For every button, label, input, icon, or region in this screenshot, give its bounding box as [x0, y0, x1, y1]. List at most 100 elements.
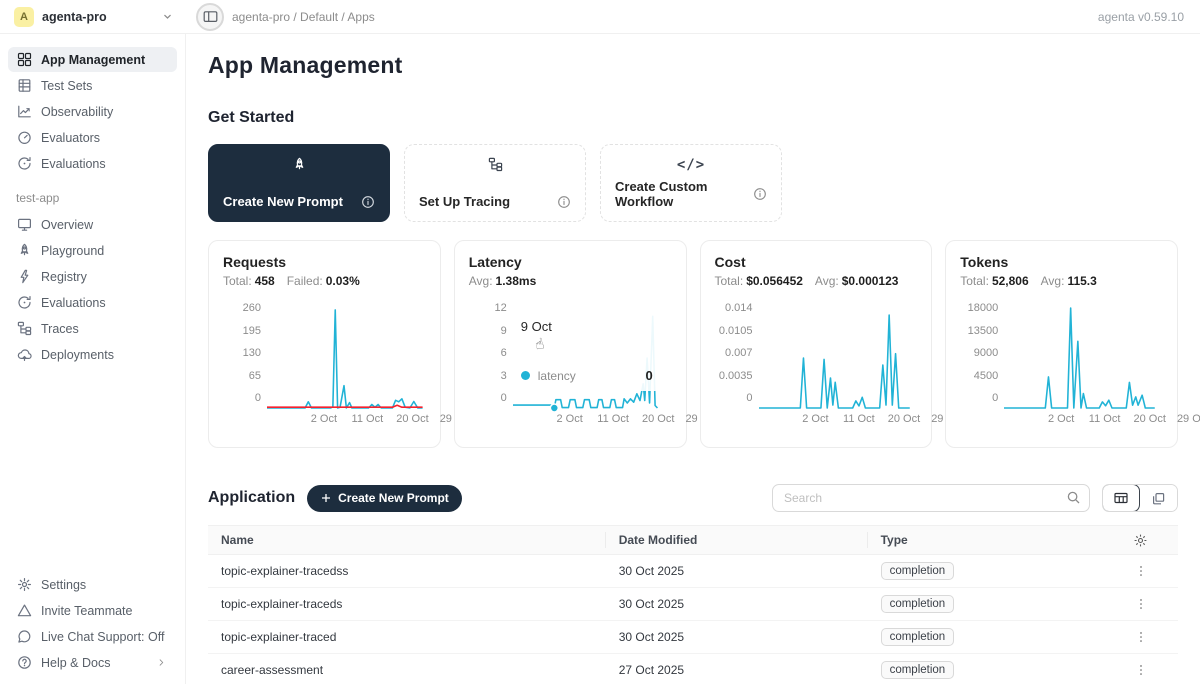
- column-header-name[interactable]: Name: [208, 532, 606, 548]
- table-row-topic-explainer-tracedss[interactable]: topic-explainer-tracedss30 Oct 2025compl…: [208, 555, 1178, 588]
- chart-plot[interactable]: [1004, 300, 1163, 412]
- sidebar-item-traces[interactable]: Traces: [8, 316, 177, 341]
- get-started-card-create-custom-workflow[interactable]: </> Create Custom Workflow: [600, 144, 782, 222]
- sidebar-item-label: Test Sets: [41, 79, 92, 93]
- y-axis: 1800013500900045000: [960, 300, 998, 412]
- chart-cards: Requests Total:458 Failed:0.03% 26019513065…: [208, 240, 1178, 448]
- table-view-button[interactable]: [1102, 484, 1140, 512]
- chart-stat: Avg:1.38ms: [469, 274, 537, 288]
- chart-stat: Total:52,806: [960, 274, 1028, 288]
- sidebar-item-test-sets[interactable]: Test Sets: [8, 73, 177, 98]
- application-title: Application: [208, 489, 295, 507]
- workspace-selector[interactable]: A agenta-pro: [0, 7, 186, 27]
- x-axis-tick: 2 Oct: [1048, 413, 1074, 425]
- info-icon[interactable]: [361, 195, 375, 209]
- table-settings-gear-icon[interactable]: [1133, 533, 1148, 548]
- card-label: Create Custom Workflow: [615, 179, 753, 209]
- triangle-icon: [16, 603, 32, 618]
- view-toggle: [1102, 484, 1178, 512]
- create-new-prompt-button[interactable]: Create New Prompt: [307, 485, 462, 512]
- y-axis-tick: 0: [501, 392, 507, 404]
- cell-date-modified: 30 Oct 2025: [606, 597, 868, 611]
- x-axis-tick: 2 Oct: [556, 413, 582, 425]
- breadcrumb[interactable]: agenta-pro / Default / Apps: [232, 10, 375, 24]
- table-view-icon: [1113, 490, 1129, 506]
- sidebar-item-app-management[interactable]: App Management: [8, 47, 177, 72]
- chart-card-cost: CostTotal:$0.056452Avg:$0.0001230.0140.0…: [700, 240, 933, 448]
- x-axis-tick: 2 Oct: [311, 413, 337, 425]
- series-dot: [521, 371, 530, 380]
- get-started-card-create-new-prompt[interactable]: Create New Prompt: [208, 144, 390, 222]
- row-actions-kebab-icon[interactable]: [1134, 597, 1148, 611]
- y-axis-tick: 3: [501, 370, 507, 382]
- cloud-up-icon: [16, 347, 32, 362]
- sidebar-item-settings[interactable]: Settings: [8, 572, 177, 597]
- y-axis-tick: 18000: [968, 302, 999, 314]
- chart-plot[interactable]: [759, 300, 918, 412]
- column-header-date-modified[interactable]: Date Modified: [606, 532, 868, 548]
- search-input[interactable]: [772, 484, 1090, 512]
- main-content: App Management Get Started Create New Pr…: [186, 34, 1200, 684]
- workspace-name: agenta-pro: [42, 10, 161, 24]
- x-axis-tick: 11 Oct: [1089, 413, 1121, 425]
- monitor-icon: [16, 217, 32, 232]
- chart-title: Requests: [223, 254, 426, 270]
- cell-type: completion: [868, 562, 1072, 580]
- get-started-cards: Create New Prompt Set Up Tracing </> Create…: [208, 144, 1178, 222]
- card-label: Create New Prompt: [223, 194, 343, 209]
- sidebar-item-evaluations[interactable]: Evaluations: [8, 290, 177, 315]
- table-row-topic-explainer-traced[interactable]: topic-explainer-traced30 Oct 2025complet…: [208, 621, 1178, 654]
- table-row-topic-explainer-traceds[interactable]: topic-explainer-traceds30 Oct 2025comple…: [208, 588, 1178, 621]
- y-axis-tick: 0.014: [725, 302, 753, 314]
- info-icon[interactable]: [557, 195, 571, 209]
- sidebar-item-label: Registry: [41, 270, 87, 284]
- column-header-type[interactable]: Type: [868, 533, 1072, 547]
- sidebar-item-live-chat-support-off[interactable]: Live Chat Support: Off: [8, 624, 177, 649]
- y-axis: 260195130650: [223, 300, 261, 412]
- chart-stat: Avg:$0.000123: [815, 274, 899, 288]
- question-icon: [16, 655, 32, 670]
- sidebar-item-registry[interactable]: Registry: [8, 264, 177, 289]
- sidebar-item-label: Settings: [41, 578, 86, 592]
- sidebar-item-playground[interactable]: Playground: [8, 238, 177, 263]
- code-icon: </>: [615, 157, 767, 173]
- table-row-career-assessment[interactable]: career-assessment27 Oct 2025completion: [208, 654, 1178, 684]
- cell-type: completion: [868, 661, 1072, 679]
- search-icon[interactable]: [1066, 490, 1081, 505]
- row-actions-kebab-icon[interactable]: [1134, 630, 1148, 644]
- sidebar-item-evaluations[interactable]: Evaluations: [8, 151, 177, 176]
- y-axis-tick: 260: [243, 302, 261, 314]
- info-icon[interactable]: [753, 187, 767, 201]
- chart-tooltip: 9 Oct☝latency0: [511, 313, 663, 391]
- tooltip-value: 0: [646, 368, 653, 383]
- gear-icon: [16, 577, 32, 592]
- chart-stat: Failed:0.03%: [287, 274, 360, 288]
- sidebar-item-deployments[interactable]: Deployments: [8, 342, 177, 367]
- cell-name: topic-explainer-traceds: [208, 597, 606, 611]
- chart-stat: Total:458: [223, 274, 275, 288]
- y-axis-tick: 12: [495, 302, 507, 314]
- row-actions-kebab-icon[interactable]: [1134, 564, 1148, 578]
- get-started-card-set-up-tracing[interactable]: Set Up Tracing: [404, 144, 586, 222]
- sidebar-item-invite-teammate[interactable]: Invite Teammate: [8, 598, 177, 623]
- type-badge: completion: [881, 562, 955, 580]
- sidebar-collapse-button[interactable]: [196, 3, 224, 31]
- sidebar-item-evaluators[interactable]: Evaluators: [8, 125, 177, 150]
- sidebar-item-label: Evaluators: [41, 131, 100, 145]
- y-axis-tick: 65: [249, 370, 261, 382]
- sidebar-item-observability[interactable]: Observability: [8, 99, 177, 124]
- y-axis-tick: 4500: [974, 370, 998, 382]
- chevron-right-icon: [153, 657, 169, 668]
- chart-card-tokens: TokensTotal:52,806Avg:115.31800013500900…: [945, 240, 1178, 448]
- sidebar-item-label: Evaluations: [41, 296, 106, 310]
- sidebar-item-help-docs[interactable]: Help & Docs: [8, 650, 177, 675]
- chart-stat: Total:$0.056452: [715, 274, 803, 288]
- create-new-prompt-label: Create New Prompt: [338, 491, 449, 505]
- row-actions-kebab-icon[interactable]: [1134, 663, 1148, 677]
- page-title: App Management: [208, 52, 1178, 79]
- chart-plot[interactable]: [267, 300, 426, 412]
- card-view-button[interactable]: [1139, 485, 1177, 511]
- rocket-icon: [16, 243, 32, 258]
- application-header: Application Create New Prompt: [208, 484, 1178, 512]
- sidebar-item-overview[interactable]: Overview: [8, 212, 177, 237]
